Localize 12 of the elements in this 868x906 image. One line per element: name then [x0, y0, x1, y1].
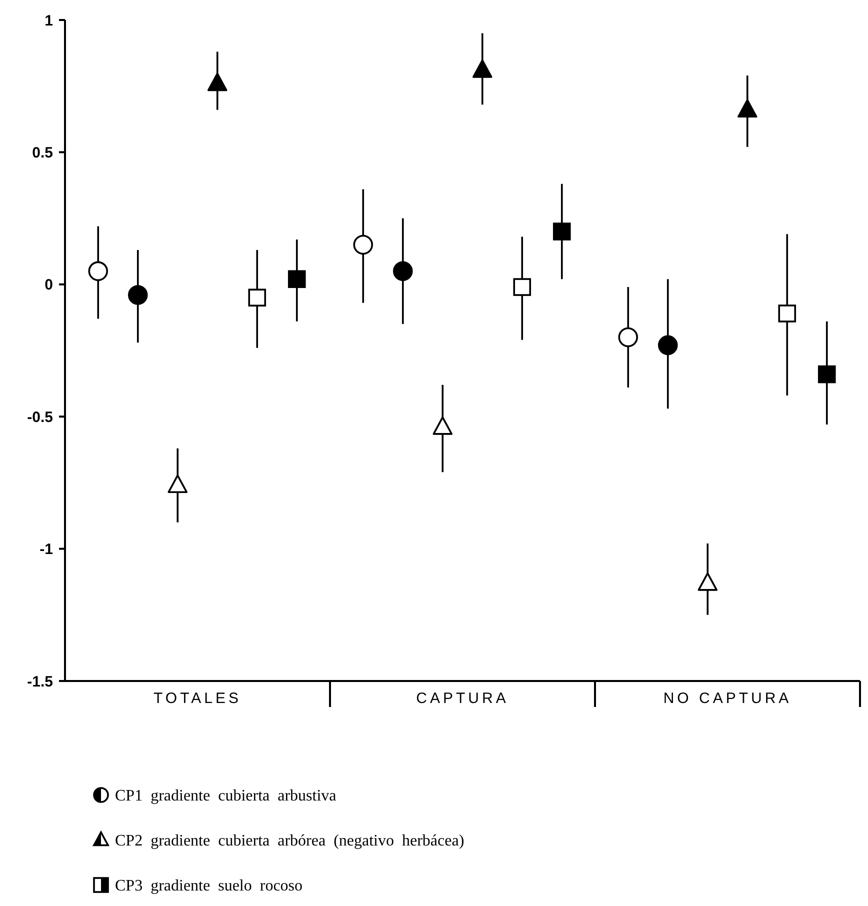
legend-label: CP1 gradiente cubierta arbustiva [115, 788, 336, 805]
y-tick-label: 0.5 [32, 144, 53, 162]
legend-label: CP3 gradiente suelo rocoso [115, 878, 303, 895]
y-tick-label: -0.5 [27, 408, 53, 426]
x-tick-label: CAPTURA [416, 690, 509, 707]
y-tick-label: 0 [44, 276, 53, 294]
x-tick-label: TOTALES [154, 690, 242, 707]
x-tick-label: NO CAPTURA [663, 690, 792, 707]
y-tick-label: 1 [44, 12, 53, 30]
y-tick-label: -1 [40, 541, 53, 558]
legend-label: CP2 gradiente cubierta arbórea (negativo herbácea) [115, 832, 464, 850]
y-tick-label: -1.5 [27, 673, 53, 690]
